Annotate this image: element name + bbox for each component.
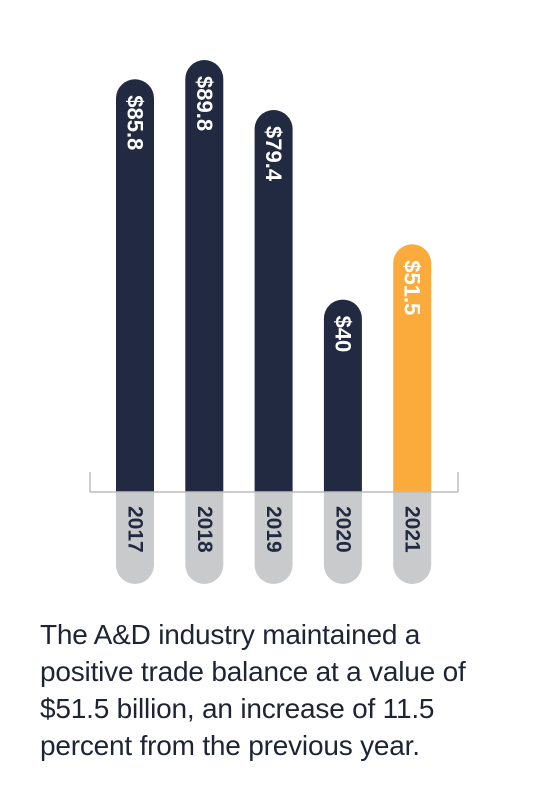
category-label-2018: 2018 (193, 506, 216, 553)
caption-text: The A&D industry maintained a positive t… (40, 619, 466, 761)
category-label-2019: 2019 (262, 506, 285, 553)
bar-2019 (254, 110, 293, 492)
value-label-2018: $89.8 (192, 76, 217, 131)
category-pill-2018 (185, 492, 224, 584)
category-label-2020: 2020 (331, 506, 354, 553)
bar-2018 (185, 59, 224, 492)
category-pill-2020 (323, 492, 362, 584)
category-pill-2019 (254, 492, 293, 584)
category-pill-2021 (393, 492, 432, 584)
value-label-2021: $51.5 (400, 260, 425, 315)
bar-2017 (116, 79, 154, 493)
value-label-2017: $85.8 (123, 95, 148, 150)
category-label-2017: 2017 (124, 506, 147, 553)
category-pill-2017 (116, 492, 154, 584)
bar-2021 (393, 244, 432, 492)
value-label-2019: $79.4 (261, 126, 286, 182)
bar-chart: $85.8 2017 $89.8 2018 $79.4 2019 $40 2020 $51.5 2… (89, 59, 459, 584)
category-label-2021: 2021 (401, 506, 424, 553)
value-label-2020: $40 (330, 316, 355, 353)
bar-2020 (323, 299, 362, 492)
